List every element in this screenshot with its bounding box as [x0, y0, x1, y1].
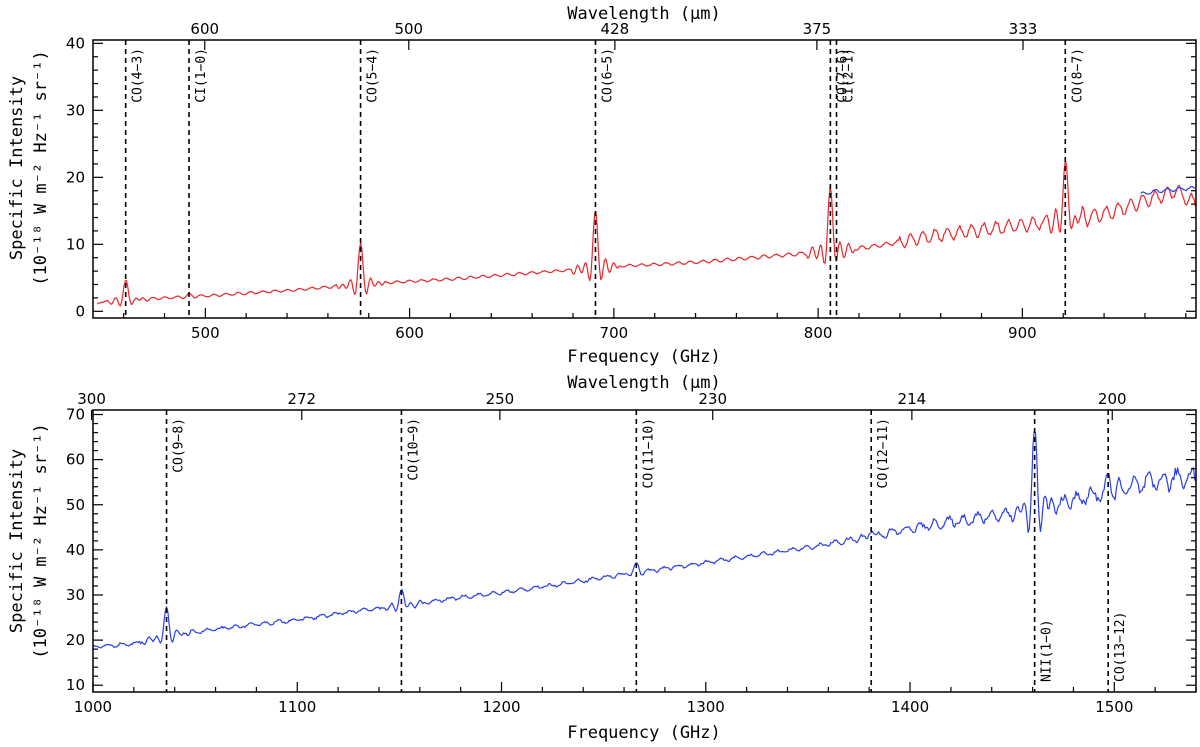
bottom-panel-frequency-axis-title: Frequency (GHz) — [567, 723, 721, 743]
top-line-label: CO(7−6) — [835, 48, 850, 103]
top-panel-y-axis-title-line1: Specific Intensity — [7, 76, 27, 260]
top-line-label: CI(2−1) — [842, 48, 857, 103]
bottom-line-label: CO(13−12) — [1113, 612, 1128, 682]
top-y-tick-label: 20 — [66, 168, 85, 186]
bottom-wavelength-tick-label: 200 — [1098, 390, 1127, 408]
top-spectrum-ssw — [1140, 185, 1196, 195]
top-wavelength-tick-label: 333 — [1009, 20, 1038, 38]
bottom-y-tick-label: 20 — [66, 631, 85, 649]
top-y-tick-label: 10 — [66, 235, 85, 253]
bottom-x-tick-label: 1400 — [891, 698, 929, 716]
bottom-line-label: CO(10−9) — [406, 418, 421, 481]
bottom-line-label: NII(1−0) — [1040, 619, 1055, 682]
top-line-label: CO(6−5) — [600, 48, 615, 103]
top-panel-y-axis-title-line2: (10⁻¹⁸ W m⁻² Hz⁻¹ sr⁻¹) — [31, 50, 51, 285]
bottom-line-label: CO(9−8) — [172, 418, 187, 473]
bottom-x-tick-label: 1100 — [278, 698, 316, 716]
bottom-line-label: CO(11−10) — [641, 418, 656, 488]
bottom-x-tick-label: 1300 — [687, 698, 725, 716]
top-wavelength-tick-label: 500 — [394, 20, 423, 38]
top-y-tick-label: 0 — [75, 302, 85, 320]
bottom-line-label: CO(12−11) — [876, 418, 891, 488]
top-x-tick-label: 700 — [600, 324, 629, 342]
top-panel: Wavelength (μm) Frequency (GHz) Specific… — [7, 4, 1197, 367]
top-wavelength-tick-label: 375 — [803, 20, 832, 38]
bottom-wavelength-tick-label: 250 — [486, 390, 515, 408]
bottom-plot-frame — [92, 409, 1197, 693]
top-line-label: CO(8−7) — [1070, 48, 1085, 103]
top-panel-frequency-axis-title: Frequency (GHz) — [567, 347, 721, 367]
top-wavelength-tick-label: 600 — [190, 20, 219, 38]
bottom-wavelength-tick-label: 272 — [287, 390, 316, 408]
bottom-x-tick-label: 1500 — [1095, 698, 1133, 716]
top-line-label: CO(4−3) — [131, 48, 146, 103]
top-x-tick-label: 900 — [1008, 324, 1037, 342]
top-panel-wavelength-axis-title: Wavelength (μm) — [567, 4, 721, 24]
bottom-spectrum-ssw — [93, 431, 1196, 649]
bottom-wavelength-tick-label: 230 — [698, 390, 727, 408]
bottom-panel-wavelength-axis-title: Wavelength (μm) — [567, 373, 721, 393]
top-x-tick-label: 500 — [191, 324, 220, 342]
top-x-tick-label: 800 — [804, 324, 833, 342]
bottom-panel-y-axis-title-line2: (10⁻¹⁸ W m⁻² Hz⁻¹ sr⁻¹) — [31, 423, 51, 658]
bottom-y-tick-label: 40 — [66, 541, 85, 559]
bottom-wavelength-tick-label: 214 — [898, 390, 927, 408]
top-wavelength-tick-label: 428 — [601, 20, 630, 38]
top-y-tick-label: 30 — [66, 101, 85, 119]
top-y-tick-label: 40 — [66, 34, 85, 52]
top-plot-frame — [92, 39, 1197, 319]
top-line-label: CI(1−0) — [194, 48, 209, 103]
bottom-panel: Wavelength (μm) Frequency (GHz) Specific… — [7, 373, 1197, 743]
bottom-x-tick-label: 1200 — [482, 698, 520, 716]
top-x-tick-label: 600 — [395, 324, 424, 342]
bottom-y-tick-label: 10 — [66, 676, 85, 694]
bottom-y-tick-label: 60 — [66, 451, 85, 469]
bottom-wavelength-tick-label: 300 — [77, 390, 106, 408]
bottom-panel-y-axis-title-line1: Specific Intensity — [7, 449, 27, 633]
bottom-y-tick-label: 70 — [66, 406, 85, 424]
bottom-x-tick-label: 1000 — [74, 698, 112, 716]
top-spectrum-slw — [96, 159, 1196, 307]
bottom-y-tick-label: 50 — [66, 496, 85, 514]
top-line-label: CO(5−4) — [366, 48, 381, 103]
bottom-y-tick-label: 30 — [66, 586, 85, 604]
